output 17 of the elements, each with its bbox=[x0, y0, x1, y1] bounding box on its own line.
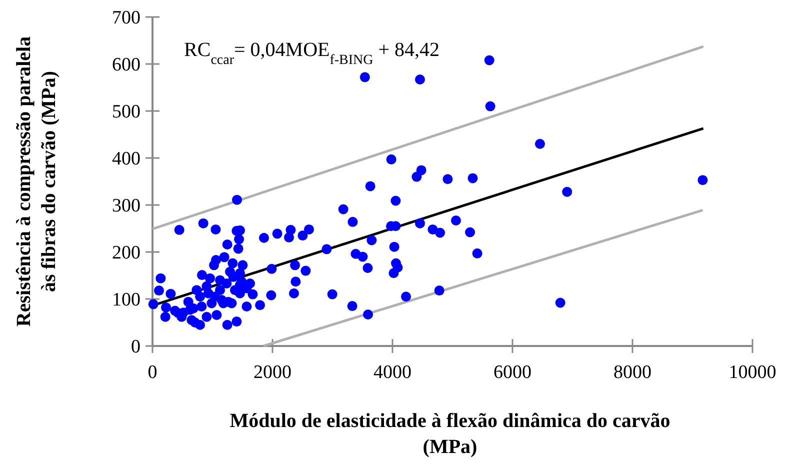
y-tick-label: 700 bbox=[112, 8, 140, 29]
y-tick-label: 300 bbox=[112, 196, 140, 217]
y-tick-label: 200 bbox=[112, 242, 140, 264]
x-tick-label: 10000 bbox=[728, 362, 776, 383]
x-tick-label: 6000 bbox=[494, 362, 532, 383]
y-tick-label: 100 bbox=[112, 290, 140, 311]
y-tick-label: 600 bbox=[112, 54, 140, 76]
y-axis-title: Resistência à compressão paralela às fibras do carvão (MPa) bbox=[13, 36, 60, 327]
y-tick-label: 400 bbox=[112, 148, 140, 170]
x-tick-label: 4000 bbox=[374, 362, 412, 383]
y-tick-label: 500 bbox=[112, 102, 140, 123]
x-axis-title: Módulo de elasticidade à flexão dinâmica do carvão (MPa) bbox=[230, 410, 670, 458]
x-tick-label: 8000 bbox=[614, 362, 652, 383]
annotation: RC$_{ccar}$= 0,04MOE$_{f-BING}$ + 84,42 bbox=[184, 39, 440, 68]
y-tick-label: 0 bbox=[131, 336, 140, 358]
x-tick-label: 2000 bbox=[254, 362, 292, 383]
x-tick-label: 0 bbox=[148, 362, 158, 383]
